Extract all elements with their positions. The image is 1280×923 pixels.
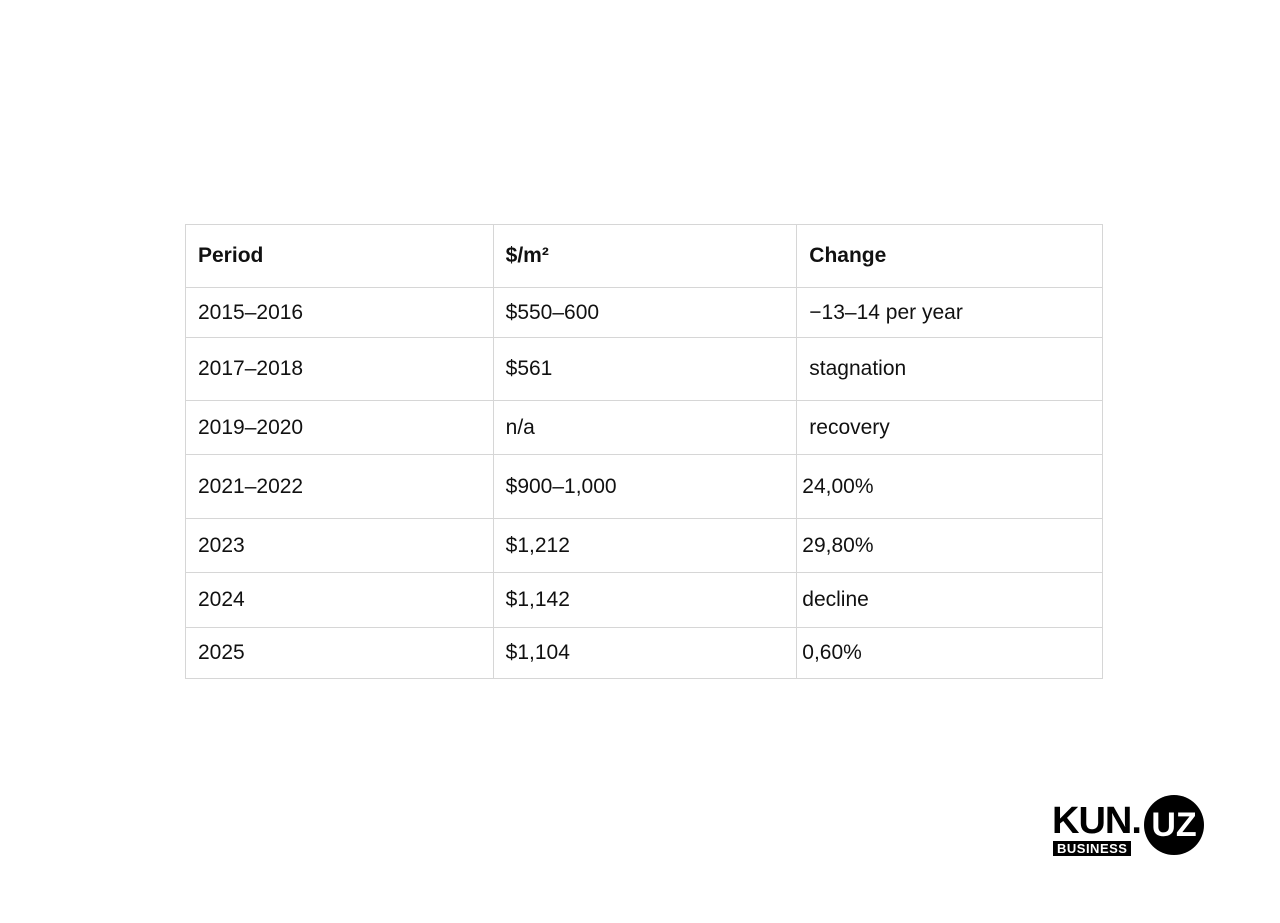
table-body: 2015–2016 $550–600 −13–14 per year 2017–201…: [185, 287, 1103, 679]
table-row: 2024 $1,142 decline: [185, 572, 1103, 628]
table-cell: 24,00%: [796, 454, 1103, 519]
header-cell: Period: [185, 224, 494, 288]
logo-text: KUN: [1052, 800, 1132, 842]
table-cell: 2024: [185, 572, 494, 628]
table-cell: 2019–2020: [185, 400, 494, 455]
header-row: Period $/m² Change: [185, 224, 1103, 288]
table-cell: decline: [796, 572, 1103, 628]
table-cell: n/a: [492, 400, 798, 455]
logo-subtitle: BUSINESS: [1053, 841, 1132, 856]
logo-domain: UZ: [1144, 795, 1204, 855]
table-cell: 2025: [185, 627, 494, 679]
table-cell: $900–1,000: [492, 454, 798, 519]
table-cell: 2023: [185, 518, 494, 573]
table-cell: 2021–2022: [185, 454, 494, 519]
table-row: 2017–2018 $561 stagnation: [185, 337, 1103, 401]
table-cell: $1,212: [492, 518, 798, 573]
table-cell: stagnation: [796, 337, 1103, 401]
table-cell: $550–600: [492, 287, 798, 338]
table-cell: 29,80%: [796, 518, 1103, 573]
table-cell: recovery: [796, 400, 1103, 455]
table-cell: 0,60%: [796, 627, 1103, 679]
header-cell: $/m²: [492, 224, 798, 288]
logo-name: KUN.: [1052, 800, 1142, 842]
table-row: 2015–2016 $550–600 −13–14 per year: [185, 287, 1103, 338]
table-cell: 2017–2018: [185, 337, 494, 401]
table-cell: $561: [492, 337, 798, 401]
table-cell: $1,104: [492, 627, 798, 679]
price-table: Period $/m² Change 2015–2016 $550–600 −13–14…: [185, 224, 1103, 679]
logo: KUN. UZ BUSINESS: [1052, 794, 1212, 860]
table-cell: −13–14 per year: [796, 287, 1103, 338]
table-cell: $1,142: [492, 572, 798, 628]
table-row: 2021–2022 $900–1,000 24,00%: [185, 454, 1103, 519]
table-row: 2023 $1,212 29,80%: [185, 518, 1103, 573]
table-cell: 2015–2016: [185, 287, 494, 338]
table-row: 2025 $1,104 0,60%: [185, 627, 1103, 679]
table-header: Period $/m² Change: [185, 224, 1103, 288]
header-cell: Change: [796, 224, 1103, 288]
table-row: 2019–2020 n/a recovery: [185, 400, 1103, 455]
